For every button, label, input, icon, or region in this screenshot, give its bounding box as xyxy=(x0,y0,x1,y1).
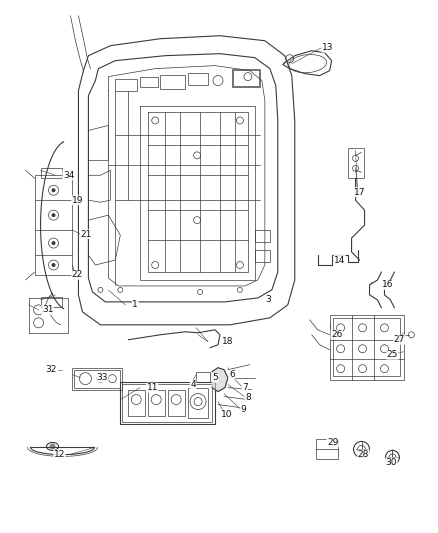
Bar xyxy=(72,368,122,390)
Bar xyxy=(233,70,259,86)
Bar xyxy=(196,372,210,382)
Text: 33: 33 xyxy=(97,373,108,382)
Text: 16: 16 xyxy=(381,280,393,289)
Bar xyxy=(128,390,145,416)
Text: 11: 11 xyxy=(146,383,158,392)
Text: 4: 4 xyxy=(190,380,196,389)
Bar xyxy=(188,387,208,417)
Text: 29: 29 xyxy=(327,438,338,447)
Text: 13: 13 xyxy=(322,43,333,52)
Circle shape xyxy=(52,241,56,245)
Text: 17: 17 xyxy=(354,188,365,197)
Bar xyxy=(115,78,137,91)
Bar xyxy=(28,298,68,333)
Bar xyxy=(255,250,270,262)
Polygon shape xyxy=(212,368,228,392)
Text: 14: 14 xyxy=(334,255,345,264)
Circle shape xyxy=(49,443,56,449)
Bar xyxy=(255,230,270,242)
Text: 7: 7 xyxy=(242,383,248,392)
Text: 32: 32 xyxy=(45,365,56,374)
Text: 9: 9 xyxy=(240,405,246,414)
Text: 3: 3 xyxy=(265,295,271,304)
Text: 6: 6 xyxy=(229,370,235,379)
Bar xyxy=(160,75,185,88)
Text: 27: 27 xyxy=(394,335,405,344)
Text: 34: 34 xyxy=(63,171,74,180)
Text: 28: 28 xyxy=(358,450,369,459)
Text: 19: 19 xyxy=(72,196,83,205)
Bar xyxy=(120,382,215,424)
Bar xyxy=(74,370,120,387)
Text: 10: 10 xyxy=(221,410,233,419)
Bar xyxy=(122,384,212,422)
Text: 30: 30 xyxy=(386,458,397,467)
Text: 12: 12 xyxy=(54,450,65,459)
Bar xyxy=(140,77,158,86)
Bar xyxy=(188,72,208,85)
Bar xyxy=(35,175,72,275)
Text: 8: 8 xyxy=(245,393,251,402)
Text: 21: 21 xyxy=(81,230,92,239)
Bar xyxy=(41,297,63,307)
Bar xyxy=(168,390,185,416)
Bar xyxy=(232,69,260,86)
Text: 5: 5 xyxy=(212,373,218,382)
Text: 18: 18 xyxy=(222,337,234,346)
Text: 31: 31 xyxy=(42,305,53,314)
Circle shape xyxy=(52,188,56,192)
Circle shape xyxy=(52,213,56,217)
Text: 25: 25 xyxy=(387,350,398,359)
Bar xyxy=(41,168,63,178)
Bar xyxy=(330,315,404,379)
Text: 22: 22 xyxy=(72,270,83,279)
Text: 26: 26 xyxy=(331,330,343,340)
Text: 1: 1 xyxy=(132,301,138,309)
Bar xyxy=(148,390,165,416)
Bar xyxy=(348,148,364,178)
Bar xyxy=(316,439,338,459)
Bar xyxy=(332,318,400,376)
Circle shape xyxy=(52,263,56,267)
